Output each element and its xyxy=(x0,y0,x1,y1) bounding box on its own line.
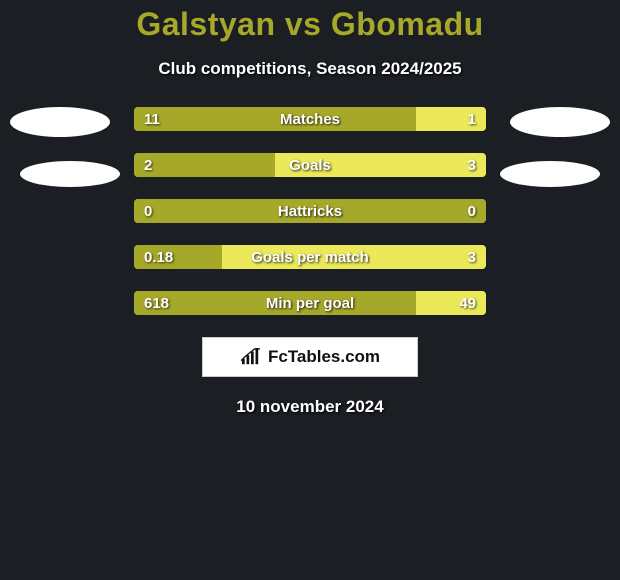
stat-bar: 23Goals xyxy=(134,153,486,177)
stat-value-right: 1 xyxy=(458,107,486,131)
stat-value-right: 49 xyxy=(449,291,486,315)
player1-avatar-top xyxy=(10,107,110,137)
stats-area: 111Matches23Goals00Hattricks0.183Goals p… xyxy=(0,107,620,315)
stat-fill-right xyxy=(222,245,486,269)
stat-value-left: 11 xyxy=(134,107,170,131)
branding-badge: FcTables.com xyxy=(202,337,418,377)
player2-avatar-bottom xyxy=(500,161,600,187)
player1-avatar-bottom xyxy=(20,161,120,187)
date-label: 10 november 2024 xyxy=(0,397,620,417)
comparison-title: Galstyan vs Gbomadu xyxy=(0,6,620,43)
stat-value-right: 0 xyxy=(458,199,486,223)
brand-text: FcTables.com xyxy=(268,347,380,367)
player2-avatar-top xyxy=(510,107,610,137)
player2-name: Gbomadu xyxy=(331,6,484,42)
chart-icon xyxy=(240,348,262,366)
stat-value-left: 2 xyxy=(134,153,162,177)
stat-value-left: 618 xyxy=(134,291,179,315)
vs-label: vs xyxy=(285,6,322,42)
stat-fill-left xyxy=(134,199,486,223)
stat-fill-left xyxy=(134,107,416,131)
player1-name: Galstyan xyxy=(136,6,275,42)
stat-value-right: 3 xyxy=(458,245,486,269)
stat-bar: 0.183Goals per match xyxy=(134,245,486,269)
stat-value-left: 0 xyxy=(134,199,162,223)
stat-bar: 00Hattricks xyxy=(134,199,486,223)
stat-bar: 61849Min per goal xyxy=(134,291,486,315)
stat-value-right: 3 xyxy=(458,153,486,177)
stat-bar: 111Matches xyxy=(134,107,486,131)
subtitle: Club competitions, Season 2024/2025 xyxy=(0,59,620,79)
stat-value-left: 0.18 xyxy=(134,245,183,269)
stat-fill-right xyxy=(275,153,486,177)
